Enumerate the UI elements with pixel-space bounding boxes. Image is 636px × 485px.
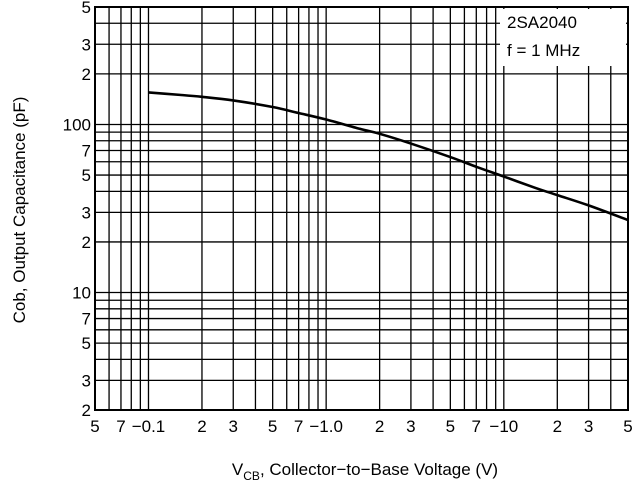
x-tick-labels: 5 7 −0.1 2 3 5 7 −1.0 2 3 5 7 −10 2 3 5	[90, 417, 632, 436]
x-tick-label: 7	[472, 417, 481, 436]
y-tick-label: 7	[82, 142, 91, 161]
y-tick-labels: 2 3 5 7 10 2 3 5 7 100 2 3 5	[63, 0, 91, 420]
y-tick-label: 3	[82, 35, 91, 54]
legend-line-frequency: f = 1 MHz	[507, 41, 580, 60]
legend-line-part-number: 2SA2040	[507, 13, 577, 32]
x-tick-label: −10	[489, 417, 518, 436]
x-tick-label: −1.0	[309, 417, 343, 436]
plot-frame	[94, 6, 629, 411]
y-tick-label: 2	[82, 233, 91, 252]
y-tick-label: 5	[82, 334, 91, 353]
y-tick-label: 7	[82, 310, 91, 329]
x-tick-label: 3	[406, 417, 415, 436]
x-tick-label: 5	[623, 417, 632, 436]
x-axis-title-rest: , Collector−to−Base Voltage (V)	[260, 460, 498, 479]
y-tick-label: 2	[82, 65, 91, 84]
y-tick-label: 5	[82, 0, 91, 17]
cob-curve	[148, 91, 629, 222]
y-tick-label: 10	[72, 284, 91, 303]
x-tick-label: 5	[268, 417, 277, 436]
x-axis-title-main: V	[232, 460, 244, 479]
grid	[94, 6, 629, 411]
y-axis-title: Cob, Output Capacitance (pF)	[10, 97, 29, 324]
x-axis-title-subscript: CB	[243, 469, 260, 483]
legend: 2SA2040 f = 1 MHz	[500, 9, 626, 66]
y-tick-label: 3	[82, 203, 91, 222]
y-tick-label: 5	[82, 166, 91, 185]
legend-box	[500, 9, 626, 66]
x-tick-label: 5	[90, 417, 99, 436]
y-tick-label: 2	[82, 401, 91, 420]
x-tick-label: 5	[446, 417, 455, 436]
x-tick-label: 2	[375, 417, 384, 436]
x-tick-label: −0.1	[132, 417, 166, 436]
y-tick-label: 100	[63, 115, 91, 134]
x-tick-label: 7	[294, 417, 303, 436]
x-tick-label: 3	[584, 417, 593, 436]
x-axis-title: VCB, Collector−to−Base Voltage (V)	[232, 460, 498, 483]
x-tick-label: 2	[553, 417, 562, 436]
x-tick-label: 3	[229, 417, 238, 436]
y-tick-label: 3	[82, 371, 91, 390]
curve-layer	[148, 91, 629, 222]
x-tick-label: 2	[197, 417, 206, 436]
x-tick-label: 7	[116, 417, 125, 436]
